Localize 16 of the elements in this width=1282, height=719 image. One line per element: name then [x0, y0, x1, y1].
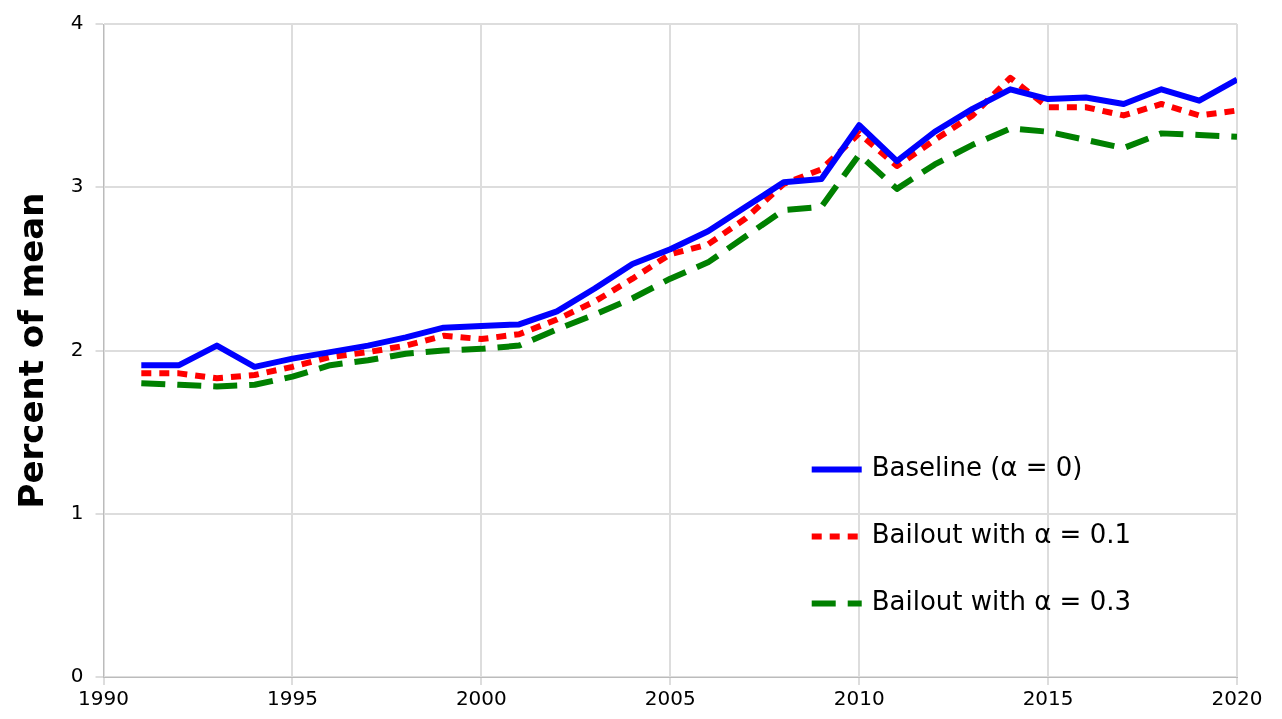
legend-label: Baseline (α = 0) — [871, 452, 1083, 483]
x-tick-label: 2015 — [1022, 686, 1074, 711]
y-tick-label: 4 — [70, 10, 84, 35]
y-tick-label: 0 — [70, 663, 84, 688]
y-axis-title: Percent of mean — [11, 192, 52, 509]
x-tick-label: 1990 — [78, 686, 129, 711]
y-tick-label: 3 — [70, 173, 84, 198]
legend-label: Bailout with α = 0.3 — [871, 586, 1132, 617]
x-tick-label: 2020 — [1211, 686, 1263, 711]
x-tick-label: 2000 — [455, 686, 507, 711]
y-tick-label: 2 — [70, 336, 84, 361]
x-tick-label: 2005 — [644, 686, 696, 711]
x-tick-label: 2010 — [833, 686, 885, 711]
y-tick-label: 1 — [70, 499, 84, 524]
x-tick-label: 1995 — [266, 686, 318, 711]
legend-label: Bailout with α = 0.1 — [871, 519, 1132, 550]
